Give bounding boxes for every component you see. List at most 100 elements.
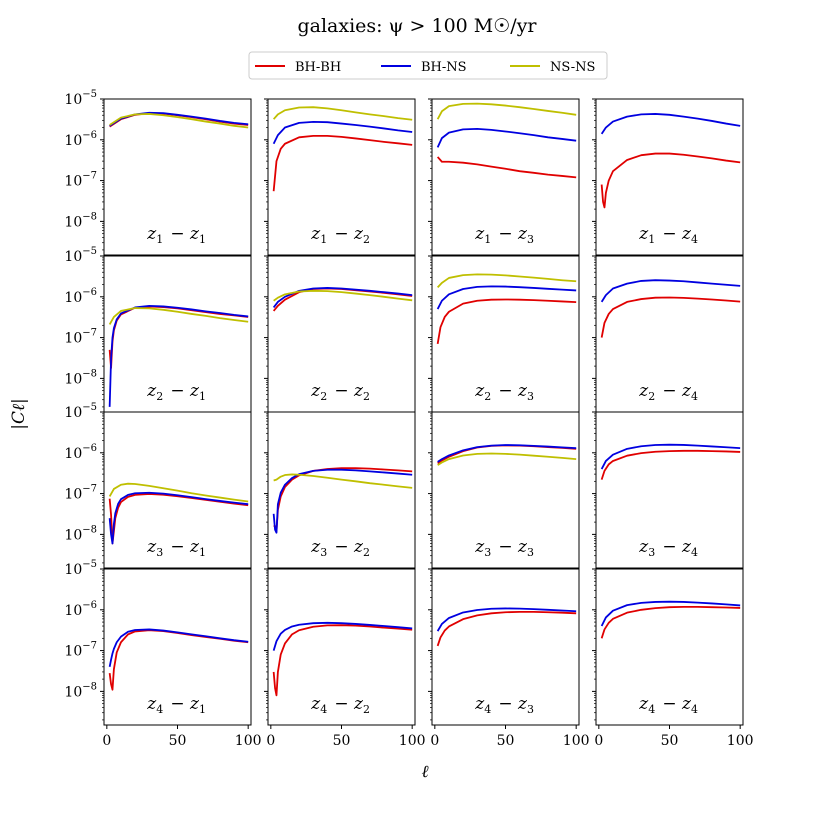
panel-label: z4 − z2 — [310, 694, 371, 716]
x-tick-label: 50 — [333, 733, 351, 749]
series-line-bh-bh — [600, 152, 741, 209]
panel: 0 50 100 z4 − z2 — [264, 568, 426, 749]
series-line-bh-bh — [600, 605, 741, 639]
series-line-bh-bh — [600, 296, 741, 338]
panel-label: z1 − z4 — [638, 224, 699, 246]
panel: z3 − z4 — [592, 411, 744, 569]
panel-label: z1 − z1 — [146, 224, 207, 246]
series-line-ns-ns — [109, 113, 249, 129]
series-line-bh-bh — [436, 156, 577, 179]
series-line-bh-ns — [600, 600, 741, 627]
panel: z2 − z4 — [592, 255, 744, 413]
legend-label-bh-ns: BH-NS — [421, 60, 467, 75]
panel-frame — [267, 411, 416, 569]
panel-label: z4 − z1 — [146, 694, 207, 716]
series-line-bh-ns — [600, 279, 741, 303]
x-tick-label: 50 — [661, 733, 679, 749]
panel-frame — [267, 98, 416, 256]
series-line-bh-ns — [436, 127, 577, 148]
series-line-ns-ns — [108, 482, 249, 503]
panel: 10−8 10−7 10−6 10−5 z2 − z1 — [64, 246, 252, 413]
panel-frame — [595, 411, 744, 569]
series-line-bh-ns — [600, 443, 741, 470]
series-line-ns-ns — [437, 452, 577, 466]
panel: 10−8 10−7 10−6 10−5 0 50 100 z4 − z1 — [64, 559, 261, 749]
x-tick-label: 50 — [169, 733, 187, 749]
panel-frame — [103, 98, 252, 256]
series-line-bh-bh — [436, 298, 577, 345]
panel: 10−8 10−7 10−6 10−5 z3 − z1 — [64, 402, 252, 569]
panel-label: z3 − z2 — [310, 537, 371, 559]
x-tick-label: 0 — [266, 733, 275, 749]
panel-frame — [595, 98, 744, 256]
panel-label: z3 − z1 — [146, 537, 207, 559]
series-line-ns-ns — [108, 307, 249, 325]
series-line-bh-ns — [108, 304, 249, 407]
x-axis-label: ℓ — [421, 762, 428, 782]
y-tick-label: 10−6 — [64, 443, 97, 462]
y-tick-label: 10−6 — [64, 287, 97, 306]
panel-label: z2 − z3 — [474, 381, 535, 403]
panel: 10−8 10−7 10−6 10−5 z1 − z1 — [64, 89, 252, 256]
y-tick-label: 10−8 — [64, 211, 97, 230]
series-line-ns-ns — [273, 473, 413, 489]
y-tick-label: 10−7 — [64, 641, 97, 660]
y-tick-label: 10−5 — [64, 559, 97, 578]
legend-box — [248, 51, 608, 80]
series-line-bh-ns — [600, 113, 741, 135]
y-tick-label: 10−7 — [64, 484, 97, 503]
series-line-bh-bh — [436, 610, 577, 647]
panel: z2 − z3 — [428, 255, 580, 413]
y-tick-label: 10−8 — [64, 524, 97, 543]
legend: BH-BH BH-NS NS-NS — [248, 51, 608, 80]
x-tick-label: 100 — [563, 733, 590, 749]
panel-frame — [431, 98, 580, 256]
series-line-bh-bh — [272, 134, 413, 192]
series-line-bh-ns — [108, 628, 249, 668]
x-tick-label: 0 — [430, 733, 439, 749]
panel: z3 − z3 — [428, 411, 580, 569]
panel: z3 − z2 — [264, 411, 416, 569]
panel-label: z2 − z4 — [638, 381, 699, 403]
series-line-bh-bh — [108, 305, 249, 369]
series-line-ns-ns — [436, 102, 577, 120]
series-line-bh-ns — [436, 285, 577, 310]
series-line-ns-ns — [272, 106, 413, 121]
legend-label-ns-ns: NS-NS — [550, 60, 595, 75]
chart-title: galaxies: ψ > 100 M☉/yr — [297, 15, 537, 37]
panel: z2 − z2 — [264, 255, 416, 413]
series-line-bh-ns — [436, 607, 577, 632]
series-line-bh-ns — [437, 444, 577, 463]
panel-grid: 10−810−710−610−5z1 − z1 z1 − z2 z1 − z3 … — [64, 89, 753, 749]
series-line-bh-ns — [272, 120, 413, 145]
panel-label: z2 − z1 — [146, 381, 207, 403]
series-line-bh-ns — [272, 287, 413, 308]
x-tick-label: 100 — [399, 733, 426, 749]
panel: 0 50 100 z4 − z3 — [428, 568, 590, 749]
y-tick-label: 10−7 — [64, 328, 97, 347]
y-tick-label: 10−5 — [64, 246, 97, 265]
panel: z1 − z2 — [264, 98, 416, 256]
panel-label: z3 − z3 — [474, 537, 535, 559]
y-axis-label: |Cℓ| — [9, 398, 29, 430]
panel-label: z3 − z4 — [638, 537, 699, 559]
panel: z1 − z3 — [428, 98, 580, 256]
series-line-bh-bh — [600, 449, 741, 480]
panel-frame — [431, 411, 580, 569]
x-tick-label: 100 — [727, 733, 754, 749]
x-tick-label: 50 — [497, 733, 515, 749]
series-line-bh-bh — [272, 624, 413, 697]
panel-label: z2 − z2 — [310, 381, 371, 403]
series-line-bh-ns — [108, 491, 249, 545]
series-line-ns-ns — [436, 273, 577, 289]
y-tick-label: 10−5 — [64, 89, 97, 108]
y-tick-label: 10−8 — [64, 681, 97, 700]
x-tick-label: 0 — [102, 733, 111, 749]
panel: z1 − z4 — [592, 98, 744, 256]
y-tick-label: 10−8 — [64, 368, 97, 387]
panel: 0 50 100 z4 − z4 — [592, 568, 754, 749]
legend-label-bh-bh: BH-BH — [295, 60, 341, 75]
series-line-bh-ns — [272, 468, 413, 534]
y-tick-label: 10−5 — [64, 402, 97, 421]
x-tick-label: 100 — [235, 733, 262, 749]
